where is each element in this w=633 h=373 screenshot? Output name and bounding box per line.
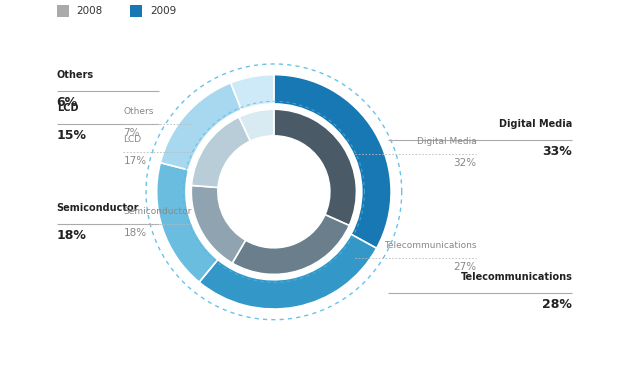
- Text: 7%: 7%: [123, 128, 140, 138]
- Text: 28%: 28%: [542, 298, 572, 311]
- Text: Digital Media: Digital Media: [499, 119, 572, 129]
- Text: 6%: 6%: [57, 96, 78, 109]
- Text: 32%: 32%: [453, 158, 477, 168]
- Wedge shape: [232, 214, 349, 275]
- Text: 18%: 18%: [57, 229, 87, 242]
- Text: 27%: 27%: [453, 262, 477, 272]
- Text: 2008: 2008: [77, 6, 103, 16]
- Wedge shape: [192, 117, 250, 188]
- Text: LCD: LCD: [57, 103, 78, 113]
- Text: Digital Media: Digital Media: [417, 137, 477, 146]
- Text: Telecommunications: Telecommunications: [460, 272, 572, 282]
- Text: 2009: 2009: [150, 6, 176, 16]
- Text: 18%: 18%: [123, 228, 146, 238]
- Text: Semiconductor: Semiconductor: [57, 203, 139, 213]
- Text: LCD: LCD: [123, 135, 141, 144]
- FancyBboxPatch shape: [130, 4, 142, 17]
- Wedge shape: [239, 109, 274, 141]
- Text: 15%: 15%: [57, 129, 87, 142]
- FancyBboxPatch shape: [57, 4, 69, 17]
- Wedge shape: [230, 75, 274, 110]
- Text: Others: Others: [123, 107, 154, 116]
- Wedge shape: [191, 185, 246, 263]
- Wedge shape: [199, 234, 377, 309]
- Text: Others: Others: [57, 70, 94, 81]
- Wedge shape: [160, 83, 242, 170]
- Text: Telecommunications: Telecommunications: [384, 241, 477, 250]
- Wedge shape: [156, 163, 218, 282]
- Text: 17%: 17%: [123, 156, 146, 166]
- Wedge shape: [274, 109, 356, 226]
- Text: 33%: 33%: [542, 145, 572, 158]
- Text: Semiconductor: Semiconductor: [123, 207, 192, 216]
- Wedge shape: [274, 75, 391, 248]
